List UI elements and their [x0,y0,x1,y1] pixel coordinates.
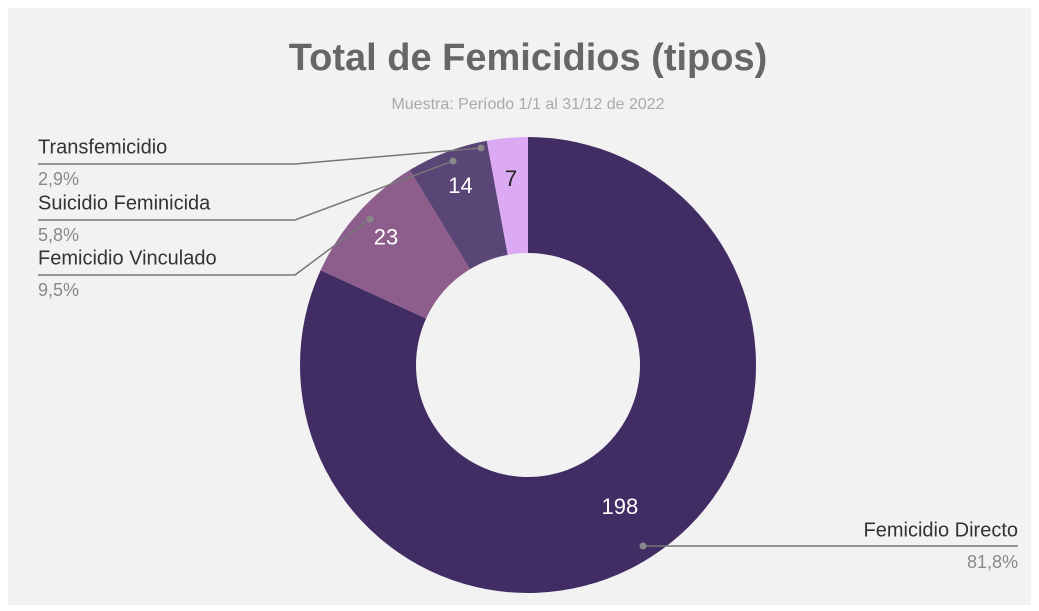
donut-slice [320,170,470,319]
category-label: Femicidio Directo [864,519,1018,541]
chart-subtitle: Muestra: Período 1/1 al 31/12 de 2022 [391,96,664,113]
value-label: 7 [505,166,517,191]
value-label: 23 [374,225,398,250]
leader-line [38,147,482,165]
chart-title: Total de Femicidios (tipos) [289,37,768,79]
category-label: Femicidio Vinculado [38,247,217,269]
percent-label: 2,9% [38,169,79,189]
leader-dot [449,157,457,165]
value-label: 198 [602,494,639,519]
category-label: Transfemicidio [38,136,167,158]
donut-slice [300,137,756,593]
donut-slice [486,137,528,255]
leader-dot [477,144,485,152]
leader-dot [366,215,374,223]
donut-slice [409,140,508,270]
leader-line [38,218,371,276]
percent-label: 9,5% [38,280,79,300]
leader-line [38,160,454,221]
value-label: 14 [448,173,472,198]
percent-label: 81,8% [967,552,1018,572]
leader-dot [639,542,647,550]
category-label: Suicidio Feminicida [38,192,211,214]
percent-label: 5,8% [38,225,79,245]
